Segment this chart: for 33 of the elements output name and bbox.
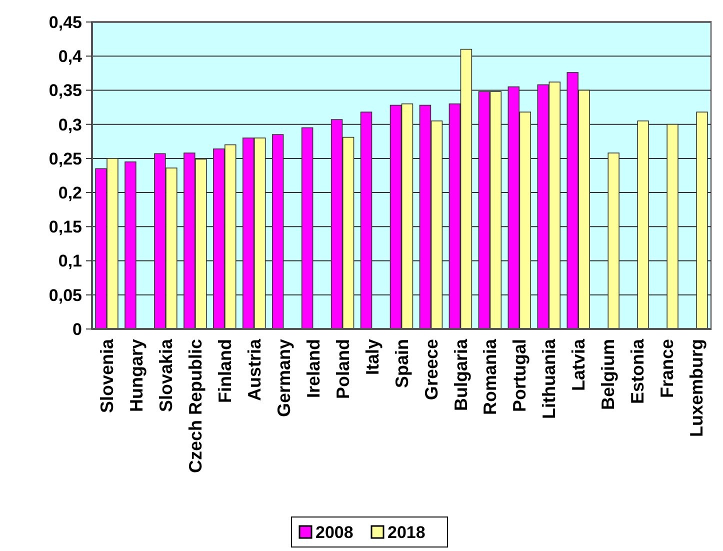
x-tick-label: Italy	[362, 339, 382, 376]
legend-label: 2008	[316, 522, 354, 542]
x-tick-label: Lithuania	[539, 338, 560, 419]
y-tick-label: 0,1	[58, 252, 82, 271]
x-tick-label: Czech Republic	[185, 339, 206, 474]
y-tick-label: 0,05	[48, 286, 82, 305]
x-tick-label: Spain	[392, 339, 412, 388]
x-tick-label: Bulgaria	[450, 338, 471, 412]
x-tick-label: Slovakia	[156, 338, 176, 412]
x-tick-label: Latvia	[568, 338, 589, 392]
legend-label: 2018	[388, 522, 426, 542]
x-tick-label: Belgium	[598, 339, 618, 410]
y-tick-label: 0,4	[58, 47, 83, 66]
x-tick-label: Germany	[274, 339, 294, 418]
x-tick-label: Slovenia	[97, 338, 118, 414]
y-tick-label: 0,45	[48, 12, 82, 32]
x-tick-label: Poland	[332, 339, 353, 400]
y-tick-label: 0,3	[58, 115, 82, 134]
y-tick-label: 0,2	[58, 184, 82, 203]
x-tick-label: Estonia	[628, 338, 648, 404]
x-tick-label: Hungary	[126, 339, 147, 412]
x-tick-label: Luxemburg	[686, 339, 707, 438]
x-tick-label: France	[657, 339, 678, 398]
x-tick-label: Finland	[214, 339, 235, 403]
x-tick-label: Greece	[421, 339, 442, 400]
y-tick-label: 0,35	[48, 81, 82, 100]
x-tick-label: Romania	[480, 338, 500, 416]
x-tick-label: Portugal	[510, 339, 530, 412]
y-tick-label: 0,25	[48, 149, 82, 168]
x-tick-label: Austria	[244, 338, 264, 402]
y-tick-label: 0,15	[48, 218, 82, 237]
x-tick-label: Ireland	[303, 339, 324, 398]
y-tick-label: 0	[72, 320, 82, 339]
